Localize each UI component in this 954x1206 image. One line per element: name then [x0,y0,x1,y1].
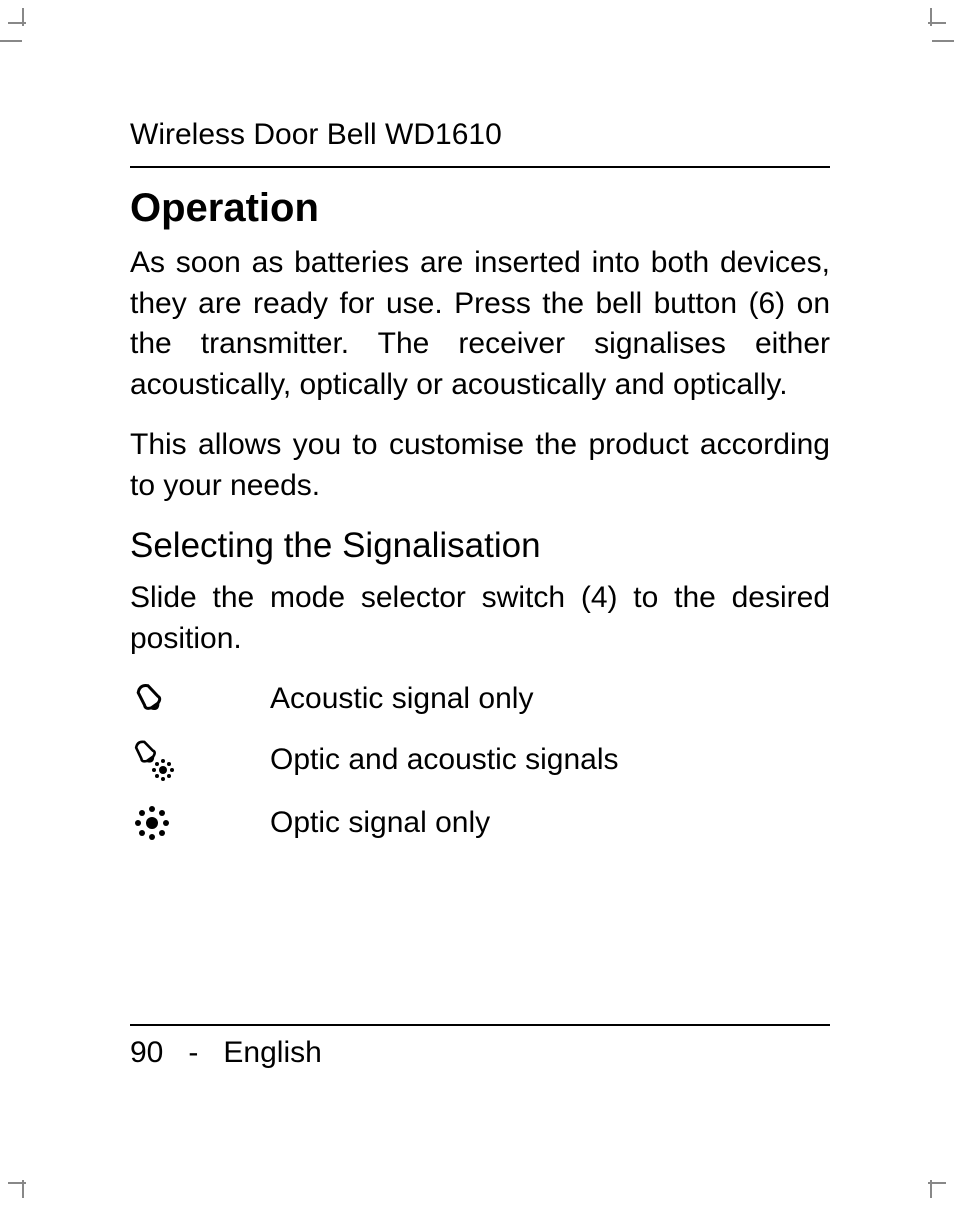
section-heading-operation: Operation [130,186,830,231]
signal-item-optic-acoustic: Optic and acoustic signals [130,737,830,783]
crop-mark-tl [8,8,38,38]
side-tick-left [0,40,22,42]
light-icon [130,801,190,845]
crop-mark-tr [916,8,946,38]
signal-item-optic: Optic signal only [130,801,830,845]
footer-separator: - [188,1036,198,1069]
signalisation-para: Slide the mode selector switch (4) to th… [130,578,830,659]
crop-mark-br [916,1168,946,1198]
signal-label: Optic signal only [190,806,490,840]
operation-para-1: As soon as batteries are inserted into b… [130,243,830,405]
bell-icon [130,679,190,719]
side-tick-right [932,40,954,42]
subsection-heading-signalisation: Selecting the Signalisation [130,526,830,566]
header-product-title: Wireless Door Bell WD1610 [130,118,830,168]
signal-list: Acoustic signal only [130,679,830,845]
signal-label: Acoustic signal only [190,682,533,716]
signal-label: Optic and acoustic signals [190,743,619,777]
footer-page-number: 90 [130,1036,163,1069]
page-footer: 90 - English [130,1024,830,1070]
crop-mark-bl [8,1168,38,1198]
operation-para-2: This allows you to customise the product… [130,425,830,506]
signal-item-acoustic: Acoustic signal only [130,679,830,719]
bell-light-icon [130,737,190,783]
footer-language: English [223,1036,321,1069]
page-content: Wireless Door Bell WD1610 Operation As s… [130,118,830,863]
